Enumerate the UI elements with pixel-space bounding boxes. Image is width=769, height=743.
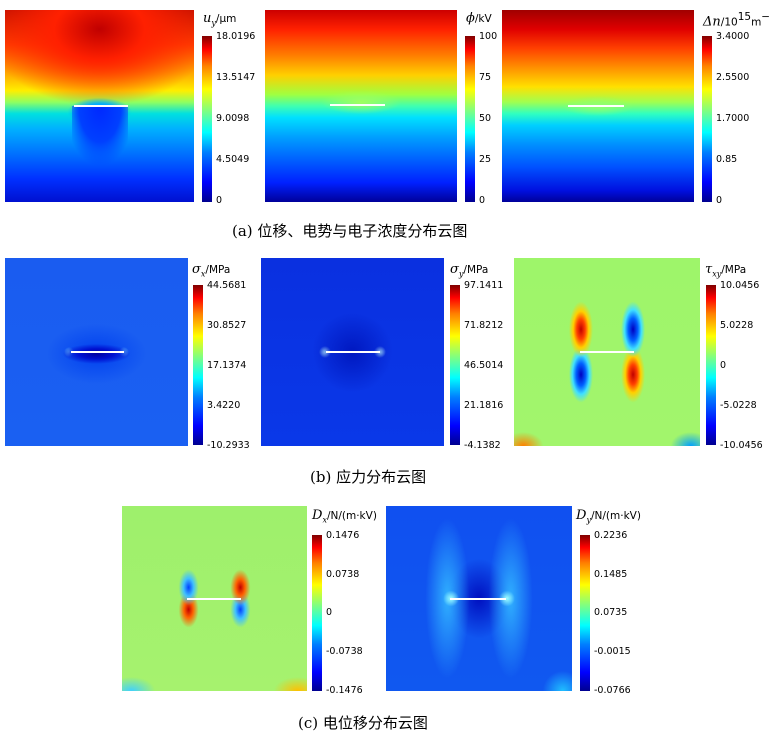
uy-colorbar — [202, 36, 212, 202]
dn-colorbar-title: Δn/1015m−3 — [703, 11, 769, 30]
dx-tick-0: 0.1476 — [326, 530, 360, 541]
txy-colorbar-title: τxy/MPa — [705, 262, 747, 279]
dx-colorbar-title: Dx/N/(m·kV) — [312, 508, 377, 525]
sy-tick-1: 71.8212 — [464, 320, 504, 331]
txy-tick-0: 10.0456 — [720, 280, 760, 291]
phi-tick-0: 100 — [479, 31, 498, 42]
dn-tick-3: 0.85 — [716, 154, 738, 165]
dn-tick-4: 0 — [716, 195, 723, 206]
dx-tick-3: -0.0738 — [326, 646, 363, 657]
dy-tick-1: 0.1485 — [594, 569, 628, 580]
dy-colorbar-title: Dy/N/(m·kV) — [576, 508, 641, 525]
txy-tick-1: 5.0228 — [720, 320, 754, 331]
sy-colorbar — [450, 285, 460, 445]
sx-colorbar-title: σx/MPa — [192, 262, 231, 279]
sy-colorbar-title: σy/MPa — [450, 262, 489, 279]
uy-tick-3: 4.5049 — [216, 154, 250, 165]
sy-tick-3: 21.1816 — [464, 400, 504, 411]
phi-tick-1: 75 — [479, 72, 492, 83]
phi-contour-plot — [265, 10, 457, 202]
sy-tick-4: -4.1382 — [464, 440, 501, 451]
uy-crack-shadow — [72, 106, 128, 166]
dn-crack — [568, 105, 624, 107]
dx-tick-4: -0.1476 — [326, 685, 363, 696]
phi-colorbar-title: ϕ/kV — [466, 11, 492, 26]
phi-colorbar — [465, 36, 475, 202]
txy-tick-2: 0 — [720, 360, 727, 371]
phi-tick-3: 25 — [479, 154, 492, 165]
caption-a: (a) 位移、电势与电子浓度分布云图 — [232, 222, 468, 240]
uy-tick-2: 9.0098 — [216, 113, 250, 124]
dn-colorbar — [702, 36, 712, 202]
sx-tick-2: 17.1374 — [207, 360, 247, 371]
sx-tick-3: 3.4220 — [207, 400, 241, 411]
sx-tick-0: 44.5681 — [207, 280, 247, 291]
dy-tick-2: 0.0735 — [594, 607, 628, 618]
dn-tick-1: 2.5500 — [716, 72, 750, 83]
sx-tick-4: -10.2933 — [207, 440, 250, 451]
dy-tick-0: 0.2236 — [594, 530, 628, 541]
sx-tick-1: 30.8527 — [207, 320, 247, 331]
sx-colorbar — [193, 285, 203, 445]
dy-tick-3: -0.0015 — [594, 646, 631, 657]
dy-tick-4: -0.0766 — [594, 685, 631, 696]
dx-tick-2: 0 — [326, 607, 333, 618]
sy-tick-2: 46.5014 — [464, 360, 504, 371]
uy-crack — [74, 105, 128, 107]
txy-colorbar — [706, 285, 716, 445]
txy-tick-3: -5.0228 — [720, 400, 757, 411]
caption-b: (b) 应力分布云图 — [310, 468, 427, 486]
dx-crack — [187, 598, 241, 600]
sy-crack — [326, 351, 380, 353]
caption-c: (c) 电位移分布云图 — [298, 714, 428, 732]
dn-tick-2: 1.7000 — [716, 113, 750, 124]
uy-tick-0: 18.0196 — [216, 31, 256, 42]
txy-tick-4: -10.0456 — [720, 440, 763, 451]
uy-tick-4: 0 — [216, 195, 223, 206]
sx-crack — [71, 351, 124, 353]
dy-colorbar — [580, 535, 590, 691]
txy-crack — [580, 351, 634, 353]
dn-tick-0: 3.4000 — [716, 31, 750, 42]
dx-tick-1: 0.0738 — [326, 569, 360, 580]
dy-crack — [450, 598, 506, 600]
sy-tick-0: 97.1411 — [464, 280, 504, 291]
phi-crack — [330, 104, 385, 106]
dx-colorbar — [312, 535, 322, 691]
phi-tick-4: 0 — [479, 195, 486, 206]
uy-tick-1: 13.5147 — [216, 72, 256, 83]
uy-colorbar-title: uy/μm — [203, 11, 237, 28]
phi-tick-2: 50 — [479, 113, 492, 124]
